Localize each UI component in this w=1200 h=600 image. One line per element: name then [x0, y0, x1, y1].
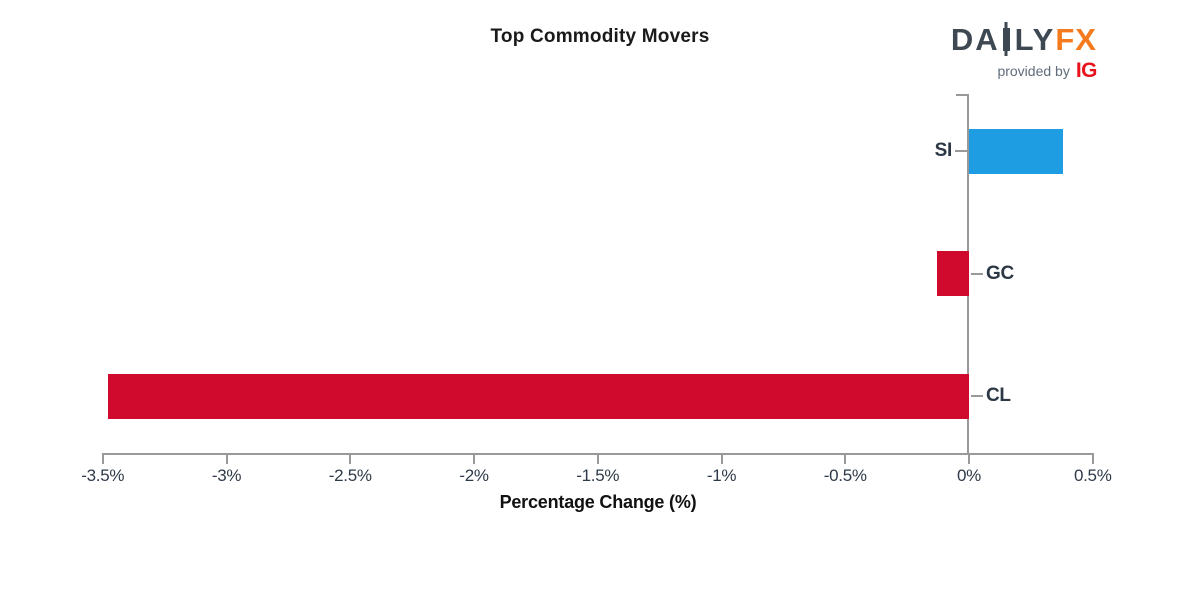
x-tick-label--2.5%: -2.5% — [328, 466, 372, 485]
logo-text-fx: FX — [1055, 22, 1097, 57]
logo-tagline: provided by IG — [997, 59, 1097, 83]
candlestick-icon — [1002, 28, 1010, 51]
category-label-CL: CL — [986, 385, 1011, 406]
zero-axis-top-cap — [956, 94, 969, 96]
category-label-SI: SI — [934, 140, 953, 161]
dailyfx-wordmark: DA LY FX — [951, 24, 1097, 55]
x-tick-0.5% — [1091, 453, 1094, 464]
logo-text-ly: LY — [1014, 22, 1056, 57]
x-tick--3.5% — [101, 453, 104, 464]
x-tick-label--1%: -1% — [706, 466, 737, 485]
x-tick--3% — [225, 453, 228, 464]
x-tick-label-0.5%: 0.5% — [1073, 466, 1112, 485]
x-tick--2% — [473, 453, 475, 464]
x-axis-label: Percentage Change (%) — [499, 492, 697, 512]
x-tick-label--0.5%: -0.5% — [823, 466, 867, 485]
x-tick-label--2%: -2% — [459, 466, 489, 485]
ig-logo: IG — [1075, 59, 1098, 82]
bar-SI — [969, 128, 1064, 174]
category-label-GC: GC — [986, 262, 1014, 284]
provided-by-text: provided by — [997, 63, 1070, 79]
dailyfx-logo: DA LY FX provided by IG — [951, 24, 1098, 83]
x-tick--1% — [720, 453, 723, 464]
x-tick-label-0%: 0% — [957, 466, 981, 485]
category-tick-GC — [971, 272, 983, 275]
x-tick--1.5% — [596, 453, 599, 464]
category-tick-CL — [971, 395, 983, 397]
bar-CL — [107, 373, 969, 419]
category-tick-SI — [955, 150, 967, 152]
x-tick-label--3%: -3% — [211, 466, 242, 485]
bar-GC — [936, 251, 969, 296]
logo-text-da: DA — [950, 22, 1000, 57]
x-tick-label--1.5%: -1.5% — [576, 466, 620, 485]
x-tick-0% — [968, 453, 970, 464]
x-tick--0.5% — [844, 453, 847, 464]
x-tick-label--3.5%: -3.5% — [81, 466, 125, 485]
x-tick--2.5% — [349, 453, 352, 464]
chart-title: Top Commodity Movers — [490, 26, 710, 47]
